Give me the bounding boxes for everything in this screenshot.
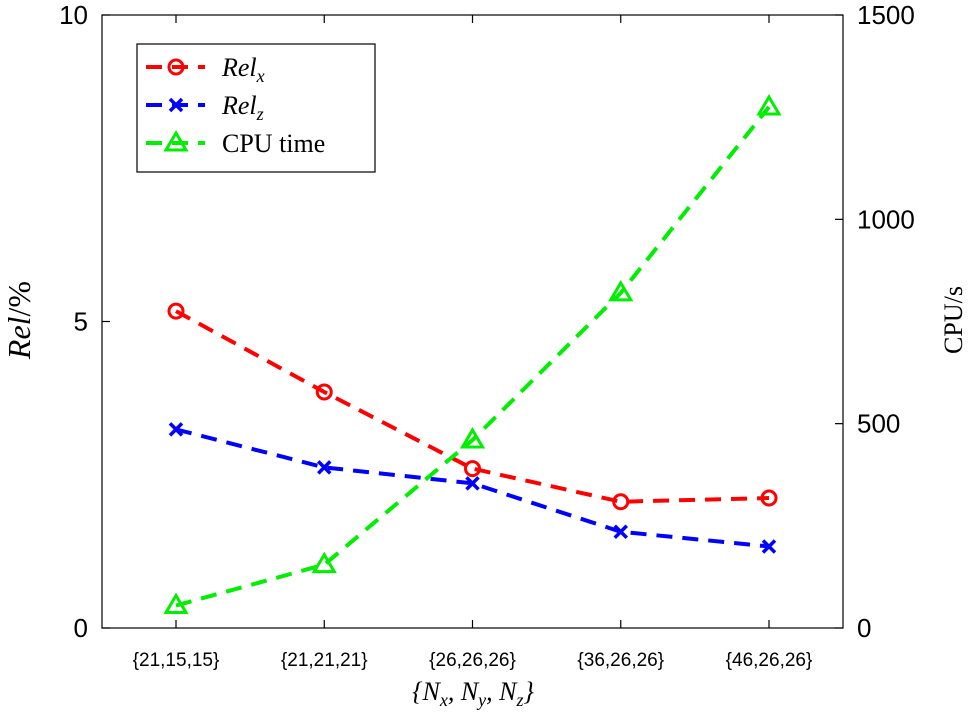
series-0-point bbox=[167, 302, 185, 320]
series-2-point bbox=[311, 551, 337, 574]
y-right-tick-label: 0 bbox=[857, 613, 871, 643]
y-left-tick-label: 10 bbox=[59, 0, 88, 30]
x-axis-label: {Nx, Ny, Nz} bbox=[412, 677, 534, 710]
x-tick-label: {36,26,26} bbox=[577, 650, 664, 671]
legend-swatch-marker bbox=[168, 97, 184, 113]
series-2-point bbox=[608, 279, 634, 302]
series-1-point bbox=[613, 524, 628, 539]
series-0-point bbox=[612, 493, 630, 511]
legend-label: CPU time bbox=[222, 129, 325, 158]
y-right-axis-label: CPU/s bbox=[939, 286, 968, 354]
legend-label: Relz bbox=[221, 91, 264, 124]
series-line-2 bbox=[175, 105, 771, 608]
series-1-point bbox=[168, 422, 184, 437]
plot-layer: 0 5 10 0 500 1000 1500 {21,15,15} {21,21,21} {26,… bbox=[59, 0, 915, 671]
y-left-tick-label: 0 bbox=[74, 613, 88, 643]
series-1-point bbox=[465, 476, 480, 491]
y-left-axis-label: Rel/% bbox=[1, 281, 37, 360]
x-tick-label: {46,26,26} bbox=[726, 650, 813, 671]
x-tick-label: {26,26,26} bbox=[429, 650, 516, 671]
series-1-point bbox=[317, 460, 332, 475]
legend-label: Relx bbox=[221, 53, 265, 86]
y-right-tick-label: 500 bbox=[857, 409, 900, 439]
series-0-point bbox=[464, 460, 481, 478]
series-2-point bbox=[163, 592, 189, 615]
legend: Relx Relz CPU time bbox=[136, 43, 376, 173]
y-right-tick-label: 1000 bbox=[857, 204, 915, 234]
series-line-1 bbox=[175, 427, 770, 549]
legend-swatch-marker bbox=[163, 130, 189, 152]
axis-labels: Rel/% CPU/s {Nx, Ny, Nz} bbox=[1, 281, 968, 710]
series-2-point bbox=[756, 93, 782, 116]
x-tick-label: {21,15,15} bbox=[133, 650, 220, 671]
series-1-point bbox=[761, 539, 777, 554]
series-2-point bbox=[459, 427, 486, 449]
series-0-point bbox=[760, 489, 778, 507]
legend-swatch-marker bbox=[167, 58, 185, 76]
y-right-tick-label: 1500 bbox=[857, 0, 915, 30]
series-0-point bbox=[315, 383, 333, 401]
x-tick-label: {21,21,21} bbox=[281, 650, 368, 671]
series-line-0 bbox=[175, 309, 770, 504]
y-left-tick-label: 5 bbox=[74, 307, 88, 337]
